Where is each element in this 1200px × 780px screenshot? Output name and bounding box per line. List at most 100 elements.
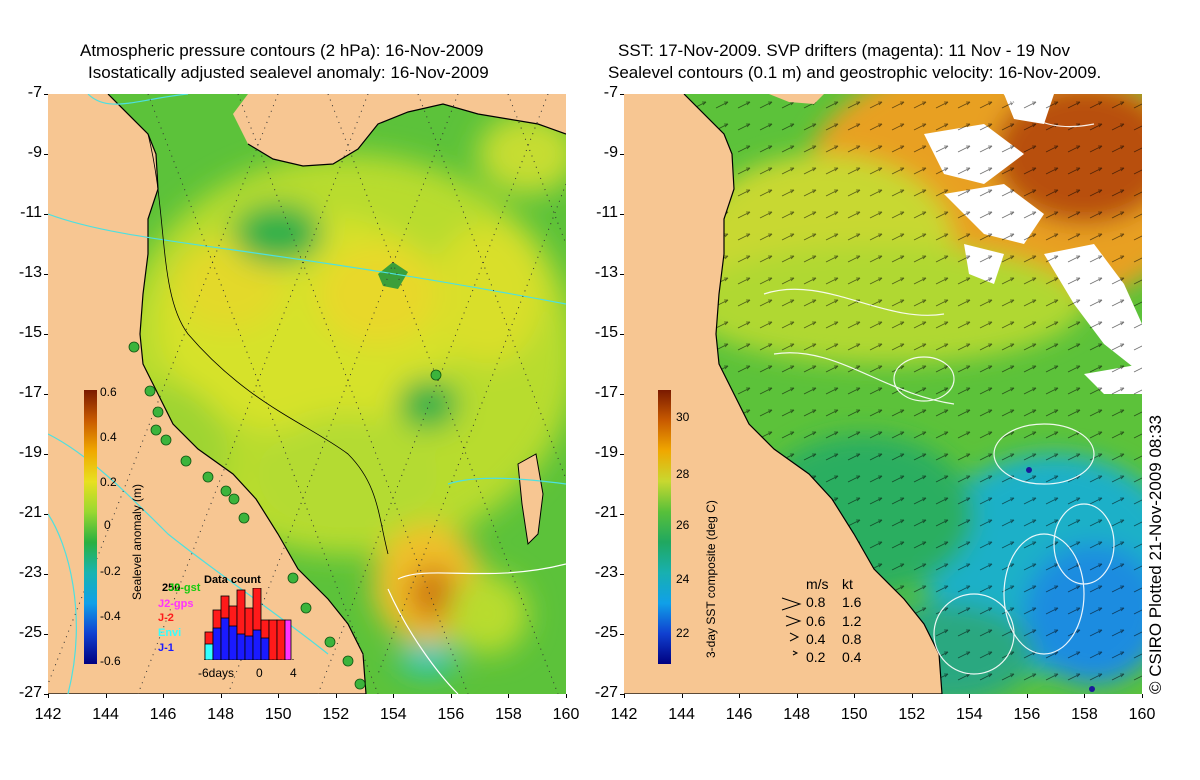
left-lat-tick xyxy=(44,694,48,695)
left-lat-label: -13 xyxy=(18,264,42,281)
right-lon-tick xyxy=(796,694,798,698)
left-lon-label: 144 xyxy=(92,706,119,723)
sst-map xyxy=(624,94,1142,694)
right-lon-label: 158 xyxy=(1071,706,1098,723)
left-lat-tick xyxy=(44,514,48,515)
right-lat-label: -7 xyxy=(603,84,618,101)
right-lat-label: -9 xyxy=(603,144,618,161)
left-lon-tick xyxy=(48,694,49,698)
right-lon-tick xyxy=(681,694,683,698)
right-lon-tick xyxy=(1084,694,1086,698)
right-lon-label: 156 xyxy=(1013,706,1041,723)
right-lat-label: -11 xyxy=(596,204,618,221)
left-lat-label: -21 xyxy=(18,504,42,521)
left-title-line1: Atmospheric pressure contours (2 hPa): 1… xyxy=(80,41,484,60)
sst-map-graphic xyxy=(624,94,1142,694)
sealevel-colorbar-tick: -0.4 xyxy=(100,609,121,623)
sst-colorbar-gradient xyxy=(658,390,671,664)
left-lon-tick xyxy=(450,694,452,698)
sealevel-colorbar-label: Sealevel anomaly (m) xyxy=(130,483,144,600)
right-lat-tick xyxy=(620,274,624,275)
left-lon-tick xyxy=(335,694,337,698)
velocity-legend-kt: 1.6 xyxy=(842,594,862,610)
right-lat-label: -23 xyxy=(594,564,618,581)
left-lat-tick xyxy=(44,214,48,215)
left-lat-label: -11 xyxy=(20,204,42,221)
sealevel-colorbar-tick: 0.6 xyxy=(100,385,117,399)
left-lat-label: -7 xyxy=(27,84,42,101)
data-count-bars xyxy=(204,588,294,660)
right-lon-tick xyxy=(624,694,625,698)
velocity-legend-kt: 1.2 xyxy=(842,613,862,629)
sst-colorbar-label: 3-day SST composite (deg C) xyxy=(704,500,718,658)
left-lon-label: 154 xyxy=(379,706,407,723)
velocity-legend-ms: 0.2 xyxy=(806,649,826,665)
right-lat-label: -27 xyxy=(594,684,618,701)
velocity-legend-kt: 0.4 xyxy=(842,649,862,665)
sealevel-colorbar-gradient xyxy=(84,390,97,664)
right-lat-label: -25 xyxy=(594,624,618,641)
plot-credit: © CSIRO Plotted 21-Nov-2009 08:33 xyxy=(1146,414,1165,694)
right-lat-label: -13 xyxy=(594,264,618,281)
sealevel-colorbar-tick: 0.2 xyxy=(100,475,117,489)
velocity-legend-header-ms: m/s xyxy=(806,576,829,592)
right-lon-tick xyxy=(854,694,856,698)
sst-colorbar-tick: 24 xyxy=(676,572,690,586)
right-lat-tick xyxy=(620,694,624,695)
data-count-max: 250 xyxy=(162,582,181,594)
right-lon-label: 152 xyxy=(898,706,926,723)
left-lat-label: -17 xyxy=(18,384,42,401)
left-lon-tick xyxy=(220,694,222,698)
right-lon-tick xyxy=(739,694,741,698)
sealevel-anomaly-map-graphic xyxy=(48,94,566,694)
right-lon-tick xyxy=(911,694,913,698)
sealevel-colorbar-tick: 0 xyxy=(104,518,111,532)
left-lon-label: 160 xyxy=(552,706,580,723)
series-label-j2-gps: J2-gps xyxy=(158,598,194,610)
left-lat-tick xyxy=(44,634,48,635)
right-lon-label: 144 xyxy=(668,706,695,723)
data-count-xlabel-zero: 0 xyxy=(256,666,263,680)
data-count-xlabel-end: 4 xyxy=(290,666,297,680)
sealevel-colorbar-tick: -0.2 xyxy=(100,564,121,578)
right-lon-label: 150 xyxy=(840,706,868,723)
right-lon-label: 146 xyxy=(725,706,753,723)
left-lon-tick xyxy=(566,694,567,698)
left-lat-label: -23 xyxy=(18,564,42,581)
sst-colorbar-tick: 28 xyxy=(676,467,690,481)
right-lat-tick xyxy=(620,334,624,335)
left-lat-tick xyxy=(44,94,48,95)
velocity-legend-ms: 0.8 xyxy=(806,594,826,610)
velocity-legend-header-kt: kt xyxy=(842,576,853,592)
left-lat-label: -19 xyxy=(18,444,42,461)
left-lon-tick xyxy=(508,694,510,698)
left-lon-label: 152 xyxy=(322,706,350,723)
velocity-legend-arrows xyxy=(781,597,802,656)
right-lat-label: -21 xyxy=(594,504,618,521)
series-label-envi: Envi xyxy=(158,627,182,639)
left-lon-label: 146 xyxy=(149,706,177,723)
series-label-j-1: J-1 xyxy=(158,642,174,654)
series-label-j2-gst: J2-gst xyxy=(168,582,201,594)
left-lat-tick xyxy=(44,274,48,275)
right-lon-label: 148 xyxy=(783,706,810,723)
left-lon-tick xyxy=(278,694,280,698)
right-lat-tick xyxy=(620,154,624,155)
velocity-legend-kt: 0.8 xyxy=(842,631,862,647)
sst-colorbar-tick: 22 xyxy=(676,626,690,640)
right-lon-label: 160 xyxy=(1128,706,1156,723)
left-lat-tick xyxy=(44,454,48,455)
left-lat-label: -15 xyxy=(18,324,42,341)
left-lon-label: 150 xyxy=(264,706,292,723)
sst-colorbar-tick: 30 xyxy=(676,410,690,424)
right-lat-label: -17 xyxy=(594,384,618,401)
right-title-line1: SST: 17-Nov-2009. SVP drifters (magenta)… xyxy=(618,41,1070,60)
right-lon-tick xyxy=(1142,694,1143,698)
right-lon-label: 142 xyxy=(610,706,638,723)
left-lat-tick xyxy=(44,394,48,395)
left-lon-label: 158 xyxy=(495,706,522,723)
right-lon-tick xyxy=(1026,694,1028,698)
sealevel-colorbar-tick: 0.4 xyxy=(100,430,117,444)
sealevel-anomaly-map xyxy=(48,94,566,694)
velocity-legend-ms: 0.4 xyxy=(806,631,826,647)
